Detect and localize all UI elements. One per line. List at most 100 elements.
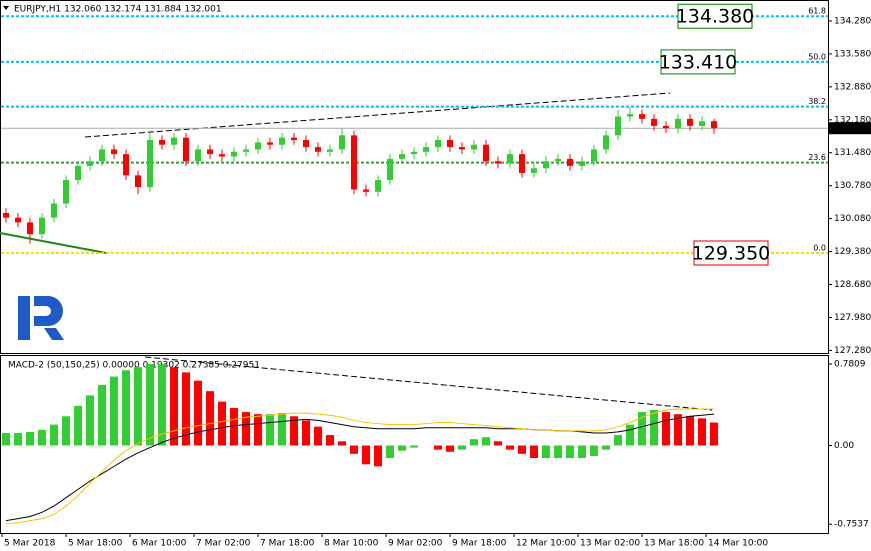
candle-body [147, 140, 153, 188]
chart-title: EURJPY,H1 132.060 132.174 131.884 132.00… [14, 5, 222, 15]
candle-body [255, 142, 261, 150]
fib-ratio: 61.8 [808, 7, 826, 16]
fib-ratio: 38.2 [808, 97, 826, 106]
candle-body [75, 165, 81, 181]
histogram-bar [626, 424, 634, 446]
fib-price-label: 129.350 [692, 242, 771, 264]
fib-price-box [693, 240, 769, 266]
histogram-bar [146, 364, 154, 446]
histogram-bar [446, 445, 454, 452]
candle-body [651, 118, 657, 126]
histogram-bar [662, 412, 670, 446]
histogram-bar [230, 407, 238, 446]
histogram-bar [590, 445, 598, 456]
histogram-bar [602, 445, 610, 450]
histogram-bar [278, 413, 286, 446]
fib-ratio: 50.0 [808, 52, 826, 61]
histogram-bar [566, 445, 574, 459]
histogram-bar [698, 418, 706, 446]
candle-body [447, 140, 453, 148]
histogram-bar [410, 445, 418, 448]
x-tick-label: 14 Mar 10:00 [708, 539, 768, 549]
histogram-bar [38, 429, 46, 446]
x-tick-label: 5 Mar 18:00 [68, 539, 123, 549]
candle-body [411, 151, 417, 155]
x-tick-label: 7 Mar 18:00 [260, 539, 315, 549]
candle-body [519, 154, 525, 173]
logo [18, 296, 64, 340]
histogram-bar [710, 422, 718, 446]
candle-body [315, 147, 321, 152]
histogram-bar [62, 416, 70, 446]
candle-body [507, 154, 513, 164]
fib-price-label: 134.380 [676, 6, 755, 28]
histogram-bar [338, 441, 346, 446]
x-tick-label: 13 Mar 18:00 [644, 539, 704, 549]
candle-body [483, 144, 489, 162]
histogram-bar [482, 437, 490, 446]
candle-body [687, 118, 693, 126]
trend-line [144, 356, 713, 411]
histogram-bar [14, 432, 22, 446]
histogram-bar [194, 380, 202, 446]
macd-line [5, 413, 715, 522]
fib-ratio: 0.0 [813, 243, 826, 252]
histogram-bar [326, 435, 334, 446]
candle-body [435, 140, 441, 148]
y-tick-label: 130.080 [834, 214, 871, 224]
candle-body [603, 135, 609, 150]
histogram-bar [686, 416, 694, 446]
x-tick-label: 8 Mar 10:00 [324, 539, 379, 549]
histogram-bar [122, 370, 130, 446]
macd-line [5, 408, 714, 525]
y-tick-label: 132.880 [834, 82, 871, 92]
histogram-bar [110, 376, 118, 446]
y-tick-label: 127.280 [834, 346, 871, 356]
histogram-bar [470, 439, 478, 446]
y-tick-label: 128.680 [834, 280, 871, 290]
candle-body [51, 203, 57, 218]
candle-body [351, 135, 357, 190]
histogram-bar [290, 416, 298, 446]
candle-body [195, 149, 201, 162]
histogram-bar [350, 445, 358, 454]
histogram-bar [674, 414, 682, 446]
histogram-bar [206, 391, 214, 446]
candle-body [663, 125, 669, 129]
candle-body [231, 151, 237, 157]
last-price-box [829, 122, 871, 135]
candle-body [555, 158, 561, 162]
candle-body [327, 149, 333, 152]
candle-body [267, 142, 273, 145]
candle-body [339, 135, 345, 150]
histogram-bar [638, 412, 646, 446]
y-tick-label: -0.7537 [834, 520, 869, 530]
histogram-bar [386, 445, 394, 459]
candle-body [243, 149, 249, 152]
candle-body [99, 149, 105, 162]
histogram-bar [506, 445, 514, 450]
histogram-bar [578, 445, 586, 459]
candle-body [291, 137, 297, 141]
histogram-bar [74, 405, 82, 446]
fib-price-box [660, 49, 736, 75]
histogram-bar [554, 445, 562, 459]
candle-body [675, 118, 681, 129]
candle-body [591, 149, 597, 162]
candle-body [543, 161, 549, 169]
candle-body [279, 137, 285, 145]
y-tick-label: 0.00 [834, 441, 854, 451]
x-tick-label: 13 Mar 02:00 [580, 539, 640, 549]
last-price-label: 132.001 [833, 124, 870, 134]
candle-body [39, 217, 45, 235]
candle-body [87, 161, 93, 166]
histogram-bar [182, 372, 190, 446]
histogram-bar [158, 364, 166, 446]
fib-ratio: 23.6 [808, 153, 826, 162]
histogram-bar [650, 409, 658, 446]
y-tick-label: 133.580 [834, 49, 871, 59]
fib-price-label: 133.410 [659, 51, 738, 73]
histogram-bar [434, 445, 442, 450]
candle-body [375, 180, 381, 192]
